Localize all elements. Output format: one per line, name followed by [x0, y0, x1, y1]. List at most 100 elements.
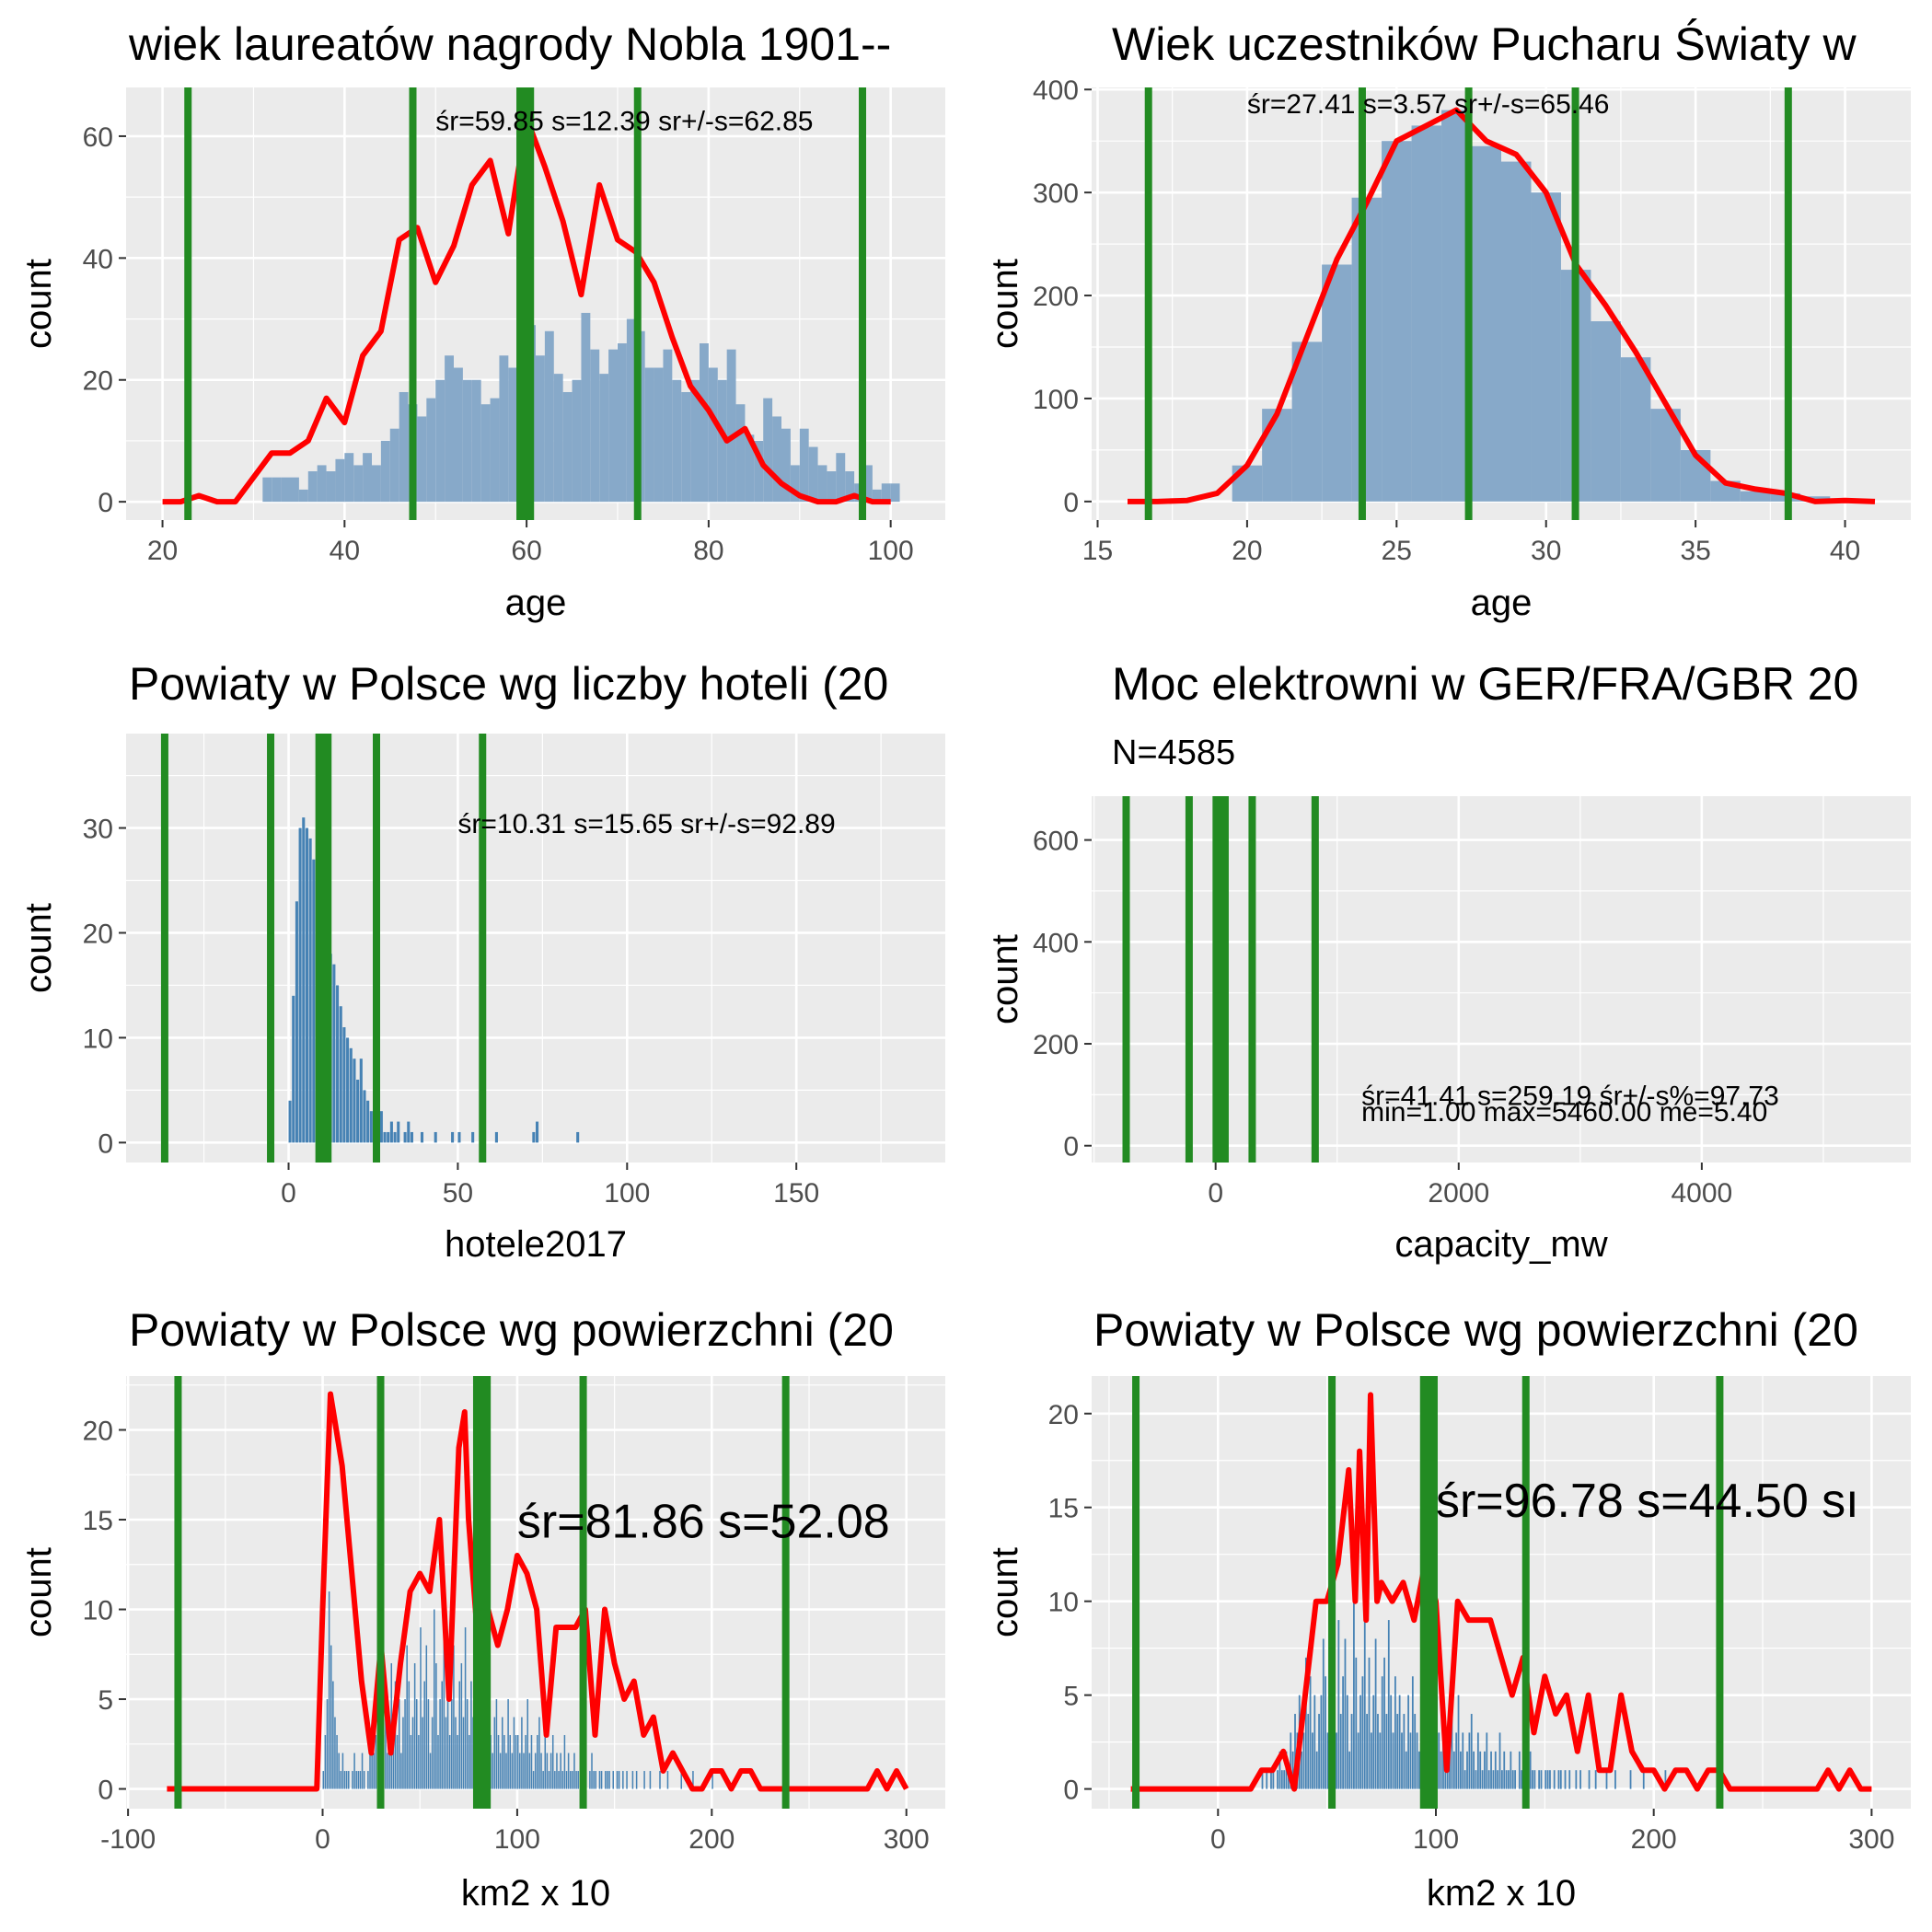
- histogram-bar: [1409, 1732, 1412, 1789]
- histogram-bar: [534, 1753, 537, 1789]
- histogram-bar: [598, 1771, 601, 1789]
- y-tick-label: 20: [83, 366, 113, 397]
- histogram-bar: [1559, 1770, 1562, 1789]
- histogram-bar: [1508, 1770, 1510, 1789]
- histogram-bar: [1278, 1751, 1281, 1789]
- histogram-bar: [526, 1699, 529, 1789]
- histogram-bar: [334, 1717, 336, 1789]
- x-axis-title: age: [505, 583, 567, 623]
- histogram-bar: [1514, 1770, 1516, 1789]
- histogram-bar: [1481, 1770, 1484, 1789]
- histogram-bar: [530, 1735, 533, 1789]
- x-tick-label: 50: [443, 1178, 473, 1209]
- histogram-bar: [1294, 1714, 1296, 1789]
- histogram-bar: [1451, 1714, 1453, 1789]
- histogram-bar: [359, 1059, 363, 1143]
- histogram-bar: [554, 1771, 556, 1789]
- y-axis-title: count: [18, 1547, 59, 1637]
- histogram-bar: [1315, 1751, 1318, 1789]
- panel-title: wiek laureatów nagrody Nobla 1901--: [128, 18, 891, 70]
- histogram-bar: [371, 1753, 373, 1789]
- histogram-bar: [507, 1699, 509, 1789]
- histogram-bar: [548, 1771, 550, 1789]
- histogram-bar: [575, 1771, 577, 1789]
- histogram-bar: [469, 1735, 470, 1789]
- histogram-bar: [607, 1771, 608, 1789]
- y-tick-label: 200: [1033, 282, 1079, 312]
- frequency-curve: [1130, 1392, 1872, 1792]
- histogram-bar: [336, 1735, 338, 1789]
- histogram-bar: [1438, 1732, 1440, 1789]
- x-tick-label: 200: [1631, 1824, 1677, 1855]
- panel-4: śr=41.41 s=259.19 śr+/-s%=97.73min=1.00 …: [985, 658, 1911, 1265]
- y-tick-label: 20: [1048, 1400, 1079, 1430]
- y-tick-label: 400: [1033, 928, 1079, 958]
- histogram-bar: [508, 367, 518, 503]
- y-axis-title: count: [18, 903, 59, 993]
- histogram-bar: [558, 1771, 560, 1789]
- y-axis-title: count: [985, 259, 1025, 349]
- histogram-bar: [1521, 1770, 1523, 1789]
- histogram-bar: [1313, 1695, 1316, 1789]
- histogram-bar: [443, 1627, 445, 1789]
- histogram-bar: [1398, 1695, 1401, 1789]
- histogram-bar: [359, 1771, 362, 1789]
- histogram-bar: [420, 1131, 424, 1143]
- histogram-bar: [643, 1771, 645, 1789]
- histogram-bar: [339, 1006, 342, 1143]
- histogram-bar: [626, 318, 636, 503]
- histogram-bar: [599, 374, 609, 503]
- histogram-bar: [448, 1735, 451, 1789]
- histogram-bar: [1476, 1732, 1479, 1789]
- panel-title: Powiaty w Polsce wg powierzchni (20: [1093, 1304, 1858, 1356]
- histogram-bar: [1460, 1751, 1462, 1789]
- histogram-bar: [544, 1735, 547, 1789]
- histogram-bar: [1339, 1714, 1342, 1789]
- x-tick-label: 35: [1680, 536, 1710, 566]
- histogram-bar: [1344, 1638, 1347, 1789]
- histogram-bar: [415, 1699, 418, 1789]
- histogram-bar: [690, 379, 700, 503]
- histogram-bar: [493, 1717, 496, 1789]
- histogram-bar: [827, 471, 837, 503]
- histogram-bar: [307, 471, 318, 503]
- histogram-bar: [451, 1699, 453, 1789]
- histogram-bar: [799, 428, 809, 503]
- x-tick-label: 20: [147, 536, 178, 566]
- histogram-bar: [528, 1753, 531, 1789]
- histogram-bar: [451, 1131, 455, 1143]
- histogram-bar: [1336, 1732, 1337, 1789]
- histogram-bar: [1232, 465, 1263, 502]
- histogram-bar: [1302, 1732, 1305, 1789]
- histogram-bar: [387, 1131, 390, 1143]
- histogram-bar: [536, 355, 545, 503]
- histogram-bar: [345, 1771, 348, 1789]
- histogram-bar: [385, 1699, 387, 1789]
- histogram-bar: [410, 1131, 414, 1143]
- y-tick-label: 20: [83, 919, 113, 949]
- histogram-bar: [1557, 1770, 1560, 1789]
- histogram-bar: [302, 817, 306, 1143]
- histogram-bar: [1368, 1657, 1371, 1789]
- x-tick-label: 60: [511, 536, 541, 566]
- histogram-bar: [363, 1771, 365, 1789]
- histogram-bar: [460, 1663, 463, 1789]
- histogram-bar: [379, 1111, 383, 1143]
- histogram-bar: [521, 1717, 523, 1789]
- histogram-bar: [1407, 1695, 1409, 1789]
- histogram-bar: [523, 1753, 525, 1789]
- histogram-bar: [1457, 1695, 1460, 1789]
- histogram-bar: [349, 1047, 353, 1143]
- panel-6: śr=96.78 s=44.50 sı 0 100 200 300 0 5 10 15 20 km2…: [985, 1304, 1911, 1914]
- histogram-bar: [1533, 1770, 1536, 1789]
- plot-background: [1092, 1376, 1911, 1809]
- histogram-bar: [635, 1771, 638, 1789]
- histogram-bar: [1377, 1714, 1379, 1789]
- histogram-bar: [425, 1645, 428, 1789]
- histogram-bar: [672, 379, 682, 503]
- histogram-bar: [1471, 145, 1501, 502]
- x-tick-label: 100: [1413, 1824, 1459, 1855]
- histogram-bar: [389, 428, 399, 503]
- x-tick-label: 0: [315, 1824, 330, 1855]
- histogram-bar: [572, 1771, 573, 1789]
